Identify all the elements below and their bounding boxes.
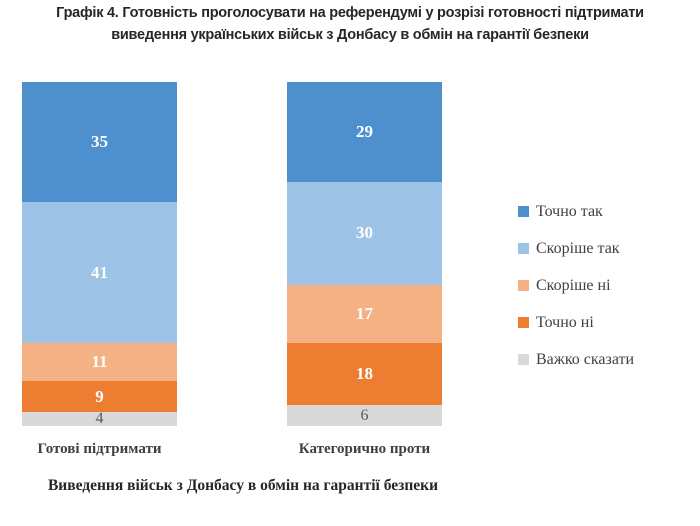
legend-label: Точно так bbox=[536, 202, 603, 220]
legend-label: Скоріше так bbox=[536, 239, 620, 257]
legend-swatch-icon bbox=[518, 354, 529, 365]
legend-label: Скоріше ні bbox=[536, 276, 611, 294]
bar-segment: 30 bbox=[287, 181, 442, 285]
bar-segment: 17 bbox=[287, 284, 442, 344]
legend-item[interactable]: Скоріше ні bbox=[518, 267, 698, 304]
bar-segment: 41 bbox=[22, 202, 177, 344]
category-label-1: Категорично проти bbox=[298, 441, 431, 457]
legend-swatch-icon bbox=[518, 206, 529, 217]
legend-label: Точно ні bbox=[536, 313, 594, 331]
legend-label: Важко сказати bbox=[536, 350, 635, 368]
plot-area: 35 41 11 9 4 29 30 17 18 6 bbox=[0, 82, 500, 427]
bar-column-gotovi-pidtrymaty: 35 41 11 9 4 bbox=[22, 82, 177, 427]
category-label-0: Готові підтримати bbox=[37, 441, 162, 457]
bar-segment: 9 bbox=[22, 381, 177, 413]
chart-title: Графік 4. Готовність проголосувати на ре… bbox=[56, 5, 644, 43]
x-axis-title: Виведення військ з Донбасу в обмін на га… bbox=[47, 477, 439, 494]
chart-legend: Точно так Скоріше так Скоріше ні Точно ні Ва… bbox=[518, 193, 698, 378]
legend-item[interactable]: Точно так bbox=[518, 193, 698, 230]
bar-column-katehorychno-proty: 29 30 17 18 6 bbox=[287, 82, 442, 426]
legend-swatch-icon bbox=[518, 317, 529, 328]
legend-swatch-icon bbox=[518, 243, 529, 254]
bar-segment: 6 bbox=[287, 405, 442, 426]
legend-swatch-icon bbox=[518, 280, 529, 291]
legend-item[interactable]: Скоріше так bbox=[518, 230, 698, 267]
bar-segment: 18 bbox=[287, 343, 442, 406]
legend-item[interactable]: Точно ні bbox=[518, 304, 698, 341]
bar-segment: 11 bbox=[22, 343, 177, 382]
bar-segment: 4 bbox=[22, 410, 177, 427]
bar-segment: 35 bbox=[22, 82, 177, 203]
bar-segment: 29 bbox=[287, 82, 442, 182]
legend-item[interactable]: Важко сказати bbox=[518, 341, 698, 378]
